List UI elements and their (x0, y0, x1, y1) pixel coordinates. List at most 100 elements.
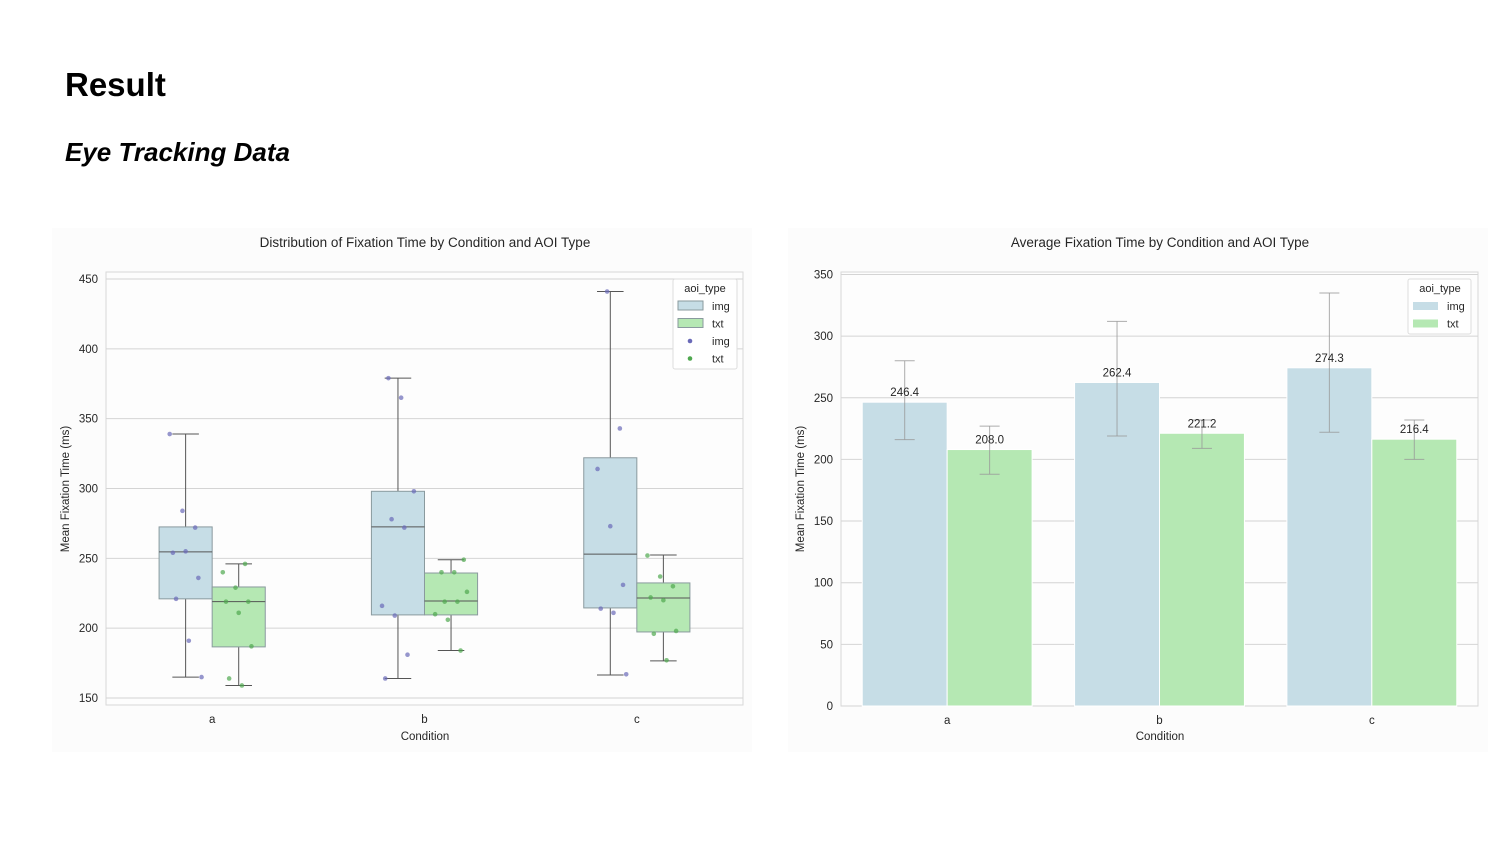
data-point-img (411, 488, 417, 494)
bar-chart-title: Average Fixation Time by Condition and A… (1011, 235, 1309, 250)
data-point-txt (242, 561, 248, 567)
data-point-txt (223, 599, 229, 604)
bar-value-label: 221.2 (1188, 418, 1217, 430)
data-point-img (604, 289, 610, 294)
legend-label-txt: txt (1447, 319, 1459, 331)
box-txt-a (211, 586, 266, 648)
bar-txt-a (946, 449, 1033, 707)
data-point-img (183, 549, 188, 554)
box-chart-ytick-label: 300 (79, 484, 98, 496)
data-point-txt (664, 658, 669, 663)
data-point-txt (645, 553, 650, 558)
data-point-txt (461, 557, 467, 563)
data-point-img (167, 431, 172, 437)
data-point-txt (451, 570, 457, 575)
data-point-img (192, 525, 198, 530)
box-txt-c (636, 582, 691, 633)
data-point-img (199, 674, 204, 680)
data-point-txt (236, 610, 242, 616)
data-point-img (611, 610, 616, 616)
data-point-img (398, 395, 404, 401)
data-point-img (173, 596, 179, 602)
data-point-img (382, 676, 388, 681)
data-point-txt (455, 599, 460, 604)
data-point-img (607, 523, 613, 529)
box-chart-title: Distribution of Fixation Time by Conditi… (260, 235, 591, 250)
data-point-img (386, 375, 391, 381)
legend-swatch-txt (677, 318, 704, 328)
bar-chart-ytick-label: 200 (814, 454, 833, 466)
data-point-txt (442, 599, 447, 604)
legend-swatch-img (677, 300, 704, 311)
data-point-img (389, 516, 394, 522)
data-point-txt (464, 589, 470, 595)
data-point-img (180, 508, 185, 514)
bar-txt-b (1159, 432, 1245, 707)
box-chart-ylabel: Mean Fixation Time (ms) (60, 426, 72, 553)
box-chart-xtick-label: a (209, 714, 216, 726)
data-point-txt (439, 570, 444, 575)
legend-title: aoi_type (684, 283, 726, 295)
legend-label-img: img (712, 301, 730, 313)
data-point-img (598, 606, 604, 611)
data-point-txt (445, 617, 451, 623)
box-chart-ytick-label: 200 (79, 623, 98, 635)
bar-chart-xlabel: Condition (1136, 731, 1185, 743)
bar-value-label: 246.4 (890, 387, 919, 399)
data-point-img (392, 613, 398, 618)
data-point-img (196, 575, 201, 581)
box-chart-ytick-label: 150 (79, 693, 98, 705)
data-point-img (170, 550, 176, 556)
data-point-txt (458, 648, 463, 653)
bar-chart-ytick-label: 150 (814, 516, 833, 528)
data-point-txt (432, 611, 438, 617)
bar-chart-xtick-label: b (1156, 715, 1162, 727)
slide-title: Result (65, 66, 166, 103)
box-img-c (583, 457, 638, 609)
data-point-txt (648, 595, 653, 600)
box-chart-xlabel: Condition (401, 731, 450, 743)
bar-value-label: 208.0 (975, 435, 1004, 447)
bar-chart-ytick-label: 50 (820, 639, 833, 651)
box-img-a (158, 526, 213, 600)
slide-subtitle: Eye Tracking Data (65, 137, 290, 167)
data-point-txt (651, 631, 657, 637)
data-point-txt (233, 585, 238, 590)
data-point-txt (239, 683, 245, 688)
bar-value-label: 274.3 (1315, 353, 1344, 365)
box-img-b (370, 490, 425, 616)
box-txt-b (424, 572, 479, 616)
bar-img-a (861, 401, 948, 707)
legend-swatch-txt (1413, 319, 1438, 328)
data-point-txt (226, 676, 232, 681)
bar-chart-ytick-label: 350 (814, 269, 833, 281)
box-chart-xtick-label: b (421, 714, 427, 726)
legend-label-txt: txt (712, 319, 724, 331)
legend-label-img: img (712, 336, 730, 348)
bar-chart-ylabel: Mean Fixation Time (ms) (795, 426, 807, 553)
data-point-img (623, 671, 629, 677)
box-chart-xtick-label: c (634, 714, 640, 726)
legend-swatch-img (1413, 302, 1438, 310)
bar-chart-ytick-label: 100 (814, 578, 833, 590)
bar-chart-xtick-label: a (944, 715, 951, 727)
data-point-img (617, 426, 623, 431)
legend-marker-txt (687, 356, 693, 361)
bar-chart-ytick-label: 250 (814, 393, 833, 405)
data-point-txt (249, 644, 254, 649)
legend-title: aoi_type (1419, 283, 1461, 295)
data-point-img (405, 652, 410, 658)
data-point-txt (657, 574, 663, 579)
bar-value-label: 216.4 (1400, 424, 1429, 436)
box-chart-ytick-label: 400 (79, 344, 98, 356)
box-chart-ytick-label: 450 (79, 274, 98, 286)
data-point-img (620, 582, 626, 588)
bar-chart-xtick-label: c (1369, 715, 1375, 727)
bar-chart: Average Fixation Time by Condition and A… (795, 235, 1479, 743)
bar-chart-ytick-label: 300 (814, 331, 833, 343)
data-point-img (186, 638, 192, 644)
data-point-txt (670, 583, 676, 589)
